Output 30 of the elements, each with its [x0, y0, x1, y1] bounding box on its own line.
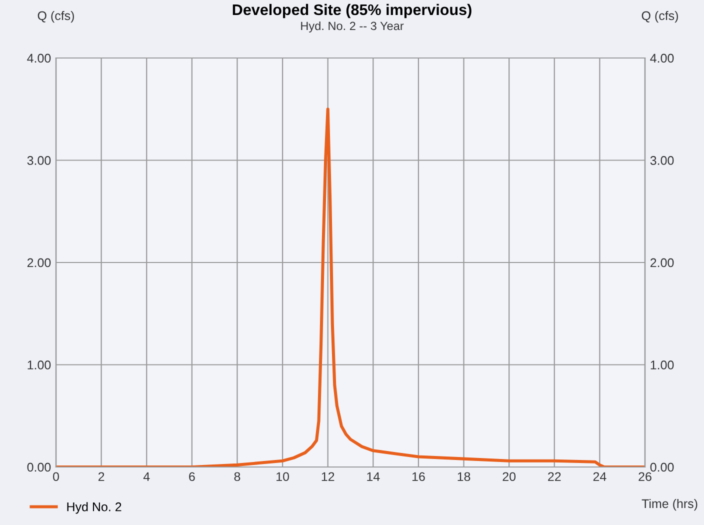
y-tick-label: 2.00	[27, 258, 51, 268]
legend-label: Hyd No. 2	[67, 502, 122, 514]
x-tick-label: 8	[234, 472, 240, 482]
y2-tick-label: 4.00	[650, 54, 674, 63]
x-axis-title: Time (hrs)	[642, 498, 698, 511]
x-tick-label: 0	[53, 472, 59, 482]
chart-subtitle: Hyd. No. 2 -- 3 Year	[301, 21, 404, 32]
x-tick-label: 6	[189, 472, 195, 482]
x-tick-label: 20	[502, 472, 516, 482]
x-tick-label: 10	[276, 472, 289, 482]
x-tick-label: 12	[322, 472, 334, 481]
y-tick-label: 1.00	[28, 360, 51, 370]
x-tick-label: 16	[412, 472, 425, 482]
y2-tick-label: 0.00	[650, 462, 674, 472]
chart-title: Developed Site (85% impervious)	[232, 4, 472, 18]
x-tick-label: 14	[367, 472, 380, 481]
x-tick-label: 4	[143, 472, 150, 481]
y2-tick-label: 3.00	[650, 156, 674, 165]
y-tick-label: 3.00	[27, 156, 51, 165]
y-tick-label: 4.00	[27, 54, 51, 63]
x-tick-label: 2	[98, 472, 104, 481]
x-tick-label: 26	[638, 472, 652, 482]
x-tick-label: 24	[593, 472, 606, 481]
y-axis-title: Q (cfs)	[38, 10, 74, 23]
y2-tick-label: 1.00	[650, 360, 674, 370]
y2-tick-label: 2.00	[650, 258, 674, 268]
x-tick-label: 22	[548, 472, 561, 481]
y2-axis-title: Q (cfs)	[642, 10, 678, 23]
x-tick-label: 18	[458, 472, 470, 482]
y-tick-label: 0.00	[27, 462, 51, 472]
